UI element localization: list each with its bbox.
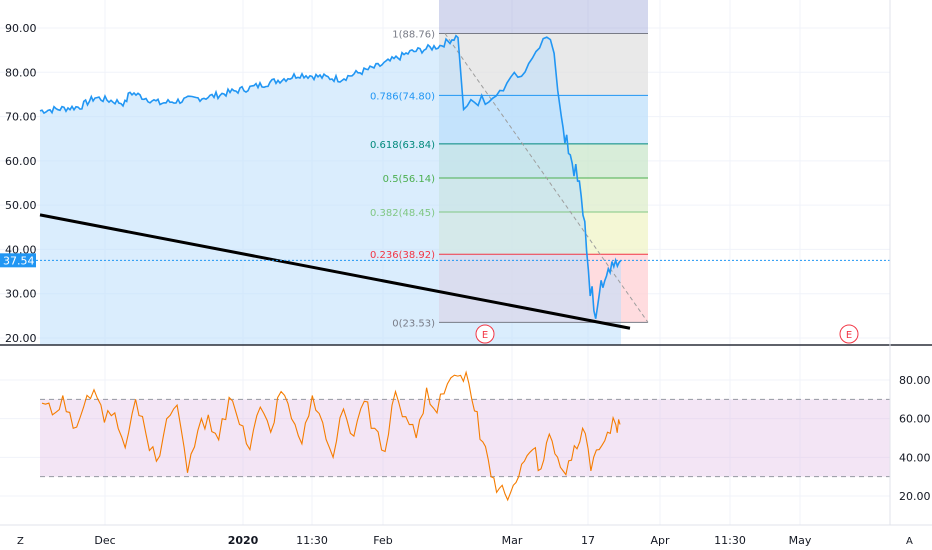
rsi-line <box>41 370 621 502</box>
log-scale-toggle[interactable]: Z <box>17 536 24 547</box>
time-tick-label: Apr <box>650 534 670 547</box>
price-tick-label: 80.00 <box>5 66 37 79</box>
time-tick-label: Feb <box>373 534 392 547</box>
price-area-fill <box>40 35 621 345</box>
time-tick-label: May <box>789 534 812 547</box>
auto-scale-toggle[interactable]: A <box>906 536 913 547</box>
time-tick-label: Dec <box>94 534 115 547</box>
earnings-marker-label: E <box>482 330 488 341</box>
trendline[interactable] <box>39 213 631 330</box>
fibonacci-band <box>439 0 648 34</box>
auto-button-label[interactable]: A <box>906 536 913 547</box>
price-line <box>39 34 622 319</box>
time-tick-label: 17 <box>581 534 595 547</box>
fibonacci-level-label: 1(88.76) <box>392 29 435 40</box>
rsi-tick-label: 40.00 <box>899 451 931 464</box>
earnings-marker-label: E <box>846 330 852 341</box>
price-tick-label: 90.00 <box>5 22 37 35</box>
fibonacci-level-label: 0(23.53) <box>392 318 435 329</box>
rsi-tick-label: 60.00 <box>899 413 931 426</box>
last-price-badge: 37.54 <box>0 253 36 268</box>
rsi-tick-label: 20.00 <box>899 490 931 503</box>
fibonacci-levels[interactable]: 1(88.76) 0.786(74.80) 0.618(63.84) 0.5(56.1… <box>370 29 648 329</box>
fibonacci-level-label: 0.618(63.84) <box>370 140 435 151</box>
price-tick-label: 30.00 <box>5 288 37 301</box>
earnings-marker[interactable] <box>475 324 495 344</box>
price-tick-label: 20.00 <box>5 332 37 345</box>
time-axis[interactable]: Dec 2020 11:30 Feb Mar 17 Apr 11:30 May <box>94 534 812 547</box>
fibonacci-level-label: 0.786(74.80) <box>370 91 435 102</box>
earnings-marker[interactable] <box>839 324 859 344</box>
price-tick-label: 40.00 <box>5 243 37 256</box>
rsi-axis[interactable]: 80.00 60.00 40.00 20.00 <box>899 374 931 503</box>
zoom-button-label[interactable]: Z <box>17 536 24 547</box>
time-tick-label: 2020 <box>228 534 259 547</box>
price-axis[interactable]: 90.00 80.00 70.00 60.00 50.00 40.00 30.00 20.00 <box>5 22 37 345</box>
last-price-label: 37.54 <box>3 254 35 267</box>
fibonacci-level-label: 0.382(48.45) <box>370 208 435 219</box>
rsi-band <box>40 399 890 477</box>
fibonacci-diagonal <box>444 33 649 323</box>
time-tick-label: 11:30 <box>714 534 746 547</box>
rsi-tick-label: 80.00 <box>899 374 931 387</box>
fibonacci-level-label: 0.236(38.92) <box>370 250 435 261</box>
price-tick-label: 70.00 <box>5 111 37 124</box>
price-tick-label: 60.00 <box>5 155 37 168</box>
fibonacci-level-label: 0.5(56.14) <box>383 174 435 185</box>
price-tick-label: 50.00 <box>5 199 37 212</box>
time-tick-label: 11:30 <box>296 534 328 547</box>
time-tick-label: Mar <box>502 534 523 547</box>
